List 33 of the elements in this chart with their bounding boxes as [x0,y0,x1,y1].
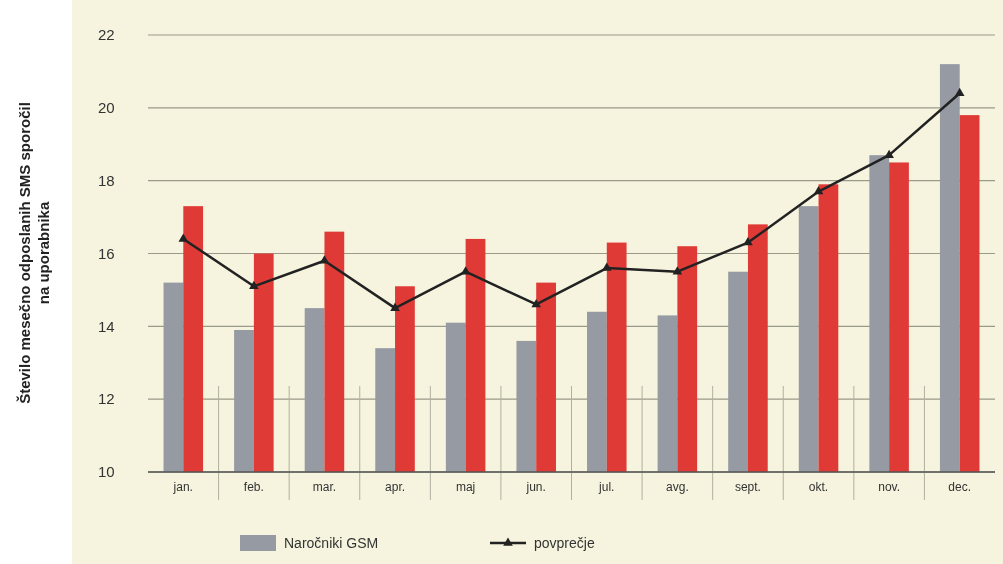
x-tick-label: okt. [808,480,829,494]
x-tick-label: nov. [878,480,901,494]
x-tick-label: apr. [385,480,406,494]
y-tick-label: 14 [98,317,115,335]
y-tick-label: 22 [98,26,115,44]
legend-label: povprečje [534,535,595,551]
x-tick-label: jun. [525,480,546,494]
point [178,233,189,242]
point [884,149,894,158]
point [954,87,965,97]
point [531,298,542,308]
x-tick-label: sept. [734,480,761,494]
x-tick-label: jul. [598,480,615,494]
x-tick-label: feb. [243,480,264,494]
y-tick-label: 10 [98,463,115,481]
x-tick-label: maj [455,480,476,494]
y-tick-label: 18 [98,171,115,189]
point [390,302,400,311]
x-tick-label: jan. [172,480,193,494]
x-tick-label: mar. [312,480,337,494]
point [672,266,683,275]
y-axis-title: Število mesečno odposlanih SMS sporočil na uporabnika [16,102,52,404]
point [460,266,471,275]
legend-label: Naročniki GSM [284,535,379,551]
point [743,237,753,246]
y-tick-label: 16 [98,244,115,262]
y-tick-label: 20 [98,99,115,117]
point [319,255,330,264]
y-tick-label: 12 [98,390,115,408]
x-tick-label: dec. [948,480,972,494]
x-tick-label: avg. [666,480,689,494]
point [249,280,259,290]
point [813,186,824,195]
